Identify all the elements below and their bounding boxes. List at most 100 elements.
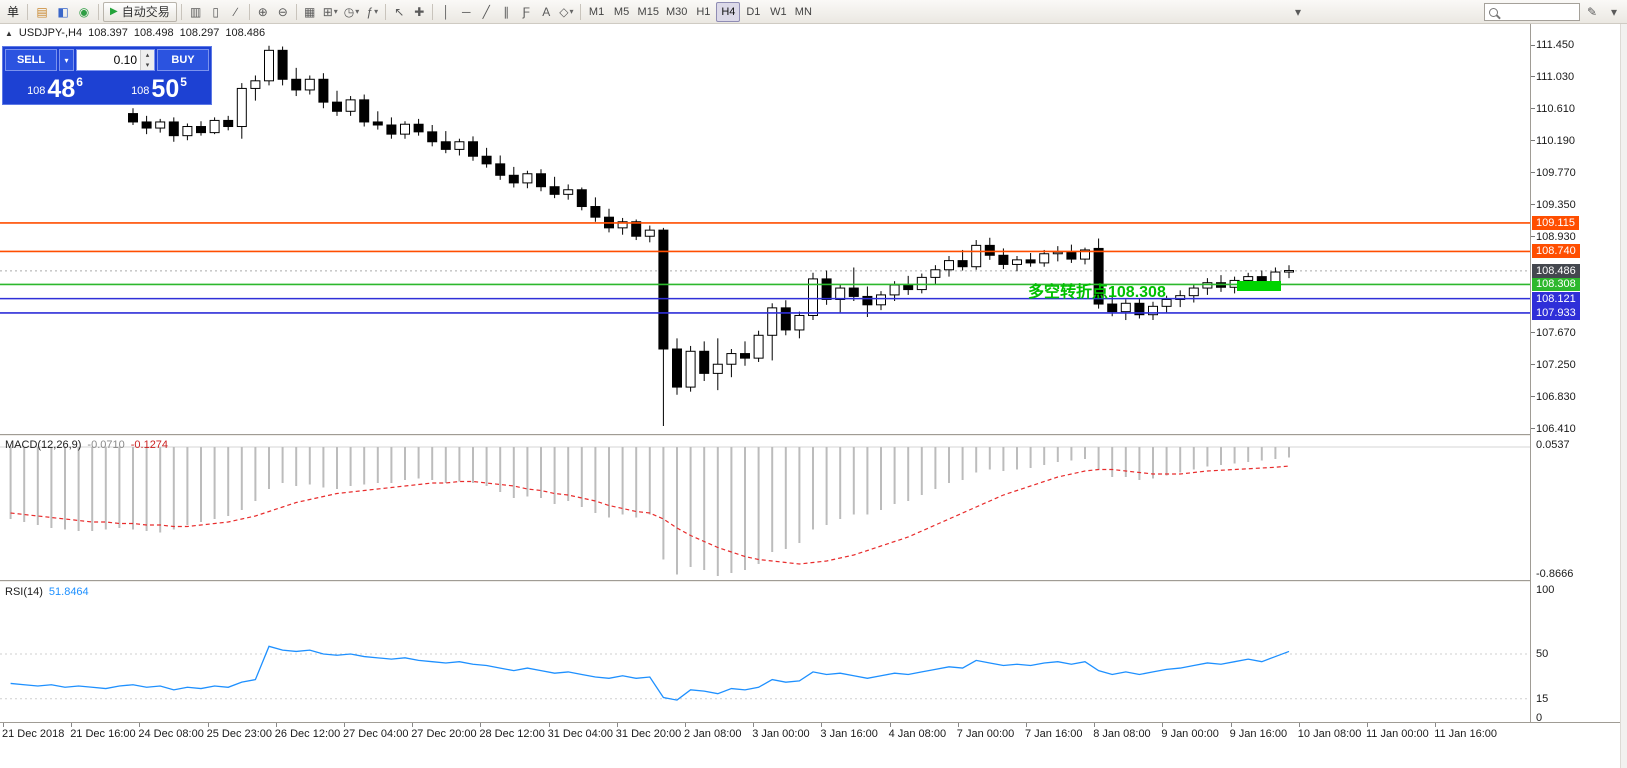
chart-title: ▲ USDJPY-,H4 108.397 108.498 108.297 108… [5, 27, 265, 39]
new-chart-icon[interactable]: ⊞ ▾ [320, 2, 341, 22]
bid-prefix: 108 [27, 85, 46, 97]
toolbar-overflow-chevron-icon[interactable]: ▾ [1604, 2, 1624, 22]
chart-annotation-text[interactable]: 多空转折点108.308 [1028, 284, 1166, 301]
rsi-pane[interactable] [0, 583, 1530, 722]
zoom-out-icon[interactable]: ⊖ [273, 2, 293, 22]
timeframe-m30[interactable]: M30 [663, 2, 690, 22]
price-axis-tick [1531, 172, 1535, 174]
volume-input[interactable] [77, 50, 140, 70]
crosshair-icon[interactable]: ✚ [409, 2, 429, 22]
sell-button[interactable]: SELL [5, 49, 57, 71]
edit-icon[interactable]: ✎ [1582, 2, 1602, 22]
shapes-icon[interactable]: ◇ ▾ [556, 2, 576, 22]
symbol-search-box[interactable] [1484, 3, 1580, 21]
period-icon[interactable]: ◷ ▾ [341, 2, 363, 22]
volume-dropdown-icon[interactable]: ▾ [59, 49, 74, 71]
time-axis-label: 4 Jan 08:00 [888, 728, 947, 740]
time-axis-label: 27 Dec 20:00 [411, 728, 477, 740]
time-axis-label: 7 Jan 16:00 [1025, 728, 1083, 740]
horizontal-line-icon[interactable]: ─ [456, 2, 476, 22]
price-axis-tick [1531, 44, 1535, 46]
pane-splitter[interactable] [0, 580, 1627, 583]
chevron-down-icon: ▾ [333, 7, 338, 16]
macd-axis-label: -0.8666 [1536, 568, 1574, 580]
toolbar-separator [180, 3, 182, 20]
toolbar-separator [579, 3, 581, 20]
profile-icon[interactable]: ◧ [53, 2, 73, 22]
bid-big-digits: 48 [47, 75, 76, 103]
terminal-icon[interactable]: ▤ [32, 2, 52, 22]
timeframe-h4[interactable]: H4 [716, 1, 741, 22]
bid-pip-digit: 6 [76, 75, 83, 89]
strategy-tester-icon[interactable]: ◉ [74, 2, 94, 22]
price-axis-tick [1531, 364, 1535, 366]
timeframe-d1[interactable]: D1 [741, 2, 765, 22]
price-axis[interactable]: 111.450 111.030 110.610 110.190 109.770 109.3… [1530, 24, 1627, 724]
price-level-badge: 107.933 [1532, 305, 1580, 320]
candlestick-icon[interactable]: ▯ [206, 2, 226, 22]
text-icon[interactable]: A [536, 2, 556, 22]
macd-histogram [9, 447, 1290, 576]
price-chart[interactable] [0, 24, 1530, 434]
volume-up-icon[interactable]: ▴ [141, 50, 154, 60]
macd-signal-line [10, 465, 1290, 565]
zoom-in-icon[interactable]: ⊕ [253, 2, 273, 22]
time-axis-label: 26 Dec 12:00 [274, 728, 341, 740]
pane-splitter[interactable] [0, 434, 1627, 437]
ohlc-high: 108.498 [133, 27, 174, 39]
time-axis-tick [889, 723, 891, 727]
timeframe-m5[interactable]: M5 [610, 2, 634, 22]
toolbar-separator [432, 3, 434, 20]
macd-title: MACD(12,26,9) [5, 439, 82, 451]
ohlc-close: 108.486 [225, 27, 266, 39]
fibonacci-icon[interactable]: Ƒ [516, 2, 536, 22]
trendline-icon[interactable]: ╱ [476, 2, 496, 22]
search-input[interactable] [1502, 5, 1576, 19]
timeframe-w1[interactable]: W1 [766, 2, 790, 22]
ask-price[interactable]: 108 50 5 [107, 71, 211, 104]
price-level-badge: 108.121 [1532, 291, 1580, 306]
timeframe-m15[interactable]: M15 [635, 2, 662, 22]
macd-pane[interactable] [0, 437, 1530, 580]
rsi-line [10, 645, 1290, 701]
bid-price[interactable]: 108 48 6 [3, 71, 107, 104]
line-chart-icon[interactable]: ∕ [226, 2, 246, 22]
price-level-badge: 108.308 [1532, 277, 1580, 292]
indicators-icon[interactable]: ƒ ▾ [362, 2, 382, 22]
autotrading-button[interactable]: ▶ 自动交易 [103, 1, 177, 22]
chart-annotation-rect[interactable] [1237, 281, 1281, 291]
macd-axis-label: 0.0537 [1536, 439, 1570, 451]
one-click-trading-panel: SELL ▾ ▴ ▾ BUY 108 48 6 108 50 5 [2, 46, 212, 105]
tile-windows-icon[interactable]: ▦ [300, 2, 320, 22]
timeframe-m1[interactable]: M1 [585, 2, 609, 22]
search-icon [1489, 7, 1498, 17]
timeframe-mn[interactable]: MN [791, 2, 815, 22]
time-axis[interactable]: 21 Dec 2018 21 Dec 16:00 24 Dec 08:00 25 De… [0, 722, 1627, 768]
price-axis-tick [1531, 428, 1535, 430]
price-axis-tick [1531, 108, 1535, 110]
cursor-icon[interactable]: ↖ [389, 2, 409, 22]
price-axis-label: 110.190 [1536, 134, 1575, 147]
chevron-down-icon: ▾ [569, 7, 574, 16]
timeframe-h1[interactable]: H1 [691, 2, 715, 22]
vertical-line-icon[interactable]: │ [436, 2, 456, 22]
time-axis-label: 9 Jan 16:00 [1229, 728, 1288, 740]
channel-icon[interactable]: ∥ [496, 2, 516, 22]
time-axis-label: 25 Dec 23:00 [206, 728, 273, 740]
collapse-arrow-icon[interactable]: ▲ [5, 28, 13, 38]
toolbar-separator [98, 3, 99, 20]
toolbar-chevron-icon[interactable]: ▾ [1288, 2, 1308, 22]
price-axis-label: 108.930 [1536, 230, 1576, 243]
new-order-button[interactable]: 单 [3, 2, 23, 22]
toolbar: 单 ▤ ◧ ◉ ▶ 自动交易 ▥ ▯ ∕ ⊕ ⊖ ▦ ⊞ ▾ ◷ ▾ ƒ ▾ ↖ ✚ │ ─ ╱ ∥ Ƒ A ◇ ▾ M1 M5… [0, 0, 1627, 24]
time-axis-tick [3, 723, 4, 727]
macd-signal-value: -0.1274 [130, 439, 169, 451]
price-axis-label: 111.030 [1536, 70, 1575, 83]
volume-down-icon[interactable]: ▾ [141, 60, 154, 70]
buy-button[interactable]: BUY [157, 49, 209, 71]
time-axis-label: 10 Jan 08:00 [1297, 728, 1362, 740]
price-axis-tick [1531, 204, 1535, 206]
bid-price-badge: 108.486 [1532, 263, 1580, 278]
vertical-scrollbar[interactable] [1620, 24, 1627, 768]
bar-chart-icon[interactable]: ▥ [186, 2, 206, 22]
